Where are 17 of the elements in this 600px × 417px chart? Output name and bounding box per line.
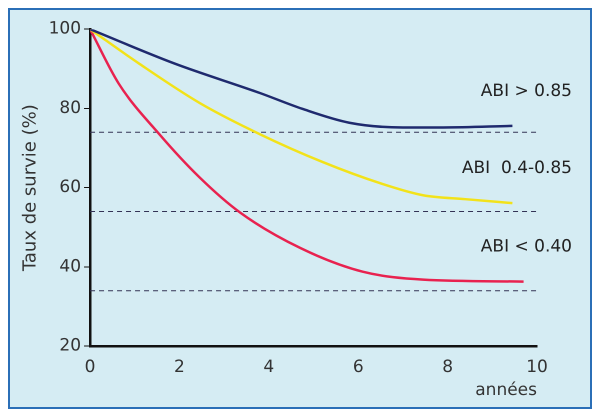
- y-tick-label: 20: [59, 336, 82, 356]
- y-tick-label: 80: [59, 98, 82, 118]
- x-tick-label: 4: [263, 356, 274, 377]
- x-axis-title: années: [475, 380, 538, 400]
- y-tick-label: 100: [48, 18, 82, 39]
- y-axis-title: Taux de survie (%): [19, 104, 40, 272]
- y-tick-label: 60: [59, 177, 82, 198]
- line-series: [90, 29, 514, 129]
- x-tick-label: 2: [174, 356, 185, 377]
- x-tick-label: 8: [442, 356, 454, 377]
- series-label: ABI 0.4-0.85: [462, 158, 572, 178]
- series-label: ABI > 0.85: [480, 80, 572, 101]
- x-tick-label: 6: [352, 356, 364, 377]
- series-label: ABI < 0.40: [480, 236, 572, 257]
- y-tick-label: 40: [59, 256, 82, 276]
- x-tick-label: 10: [526, 356, 548, 377]
- x-tick-label: 0: [84, 356, 96, 377]
